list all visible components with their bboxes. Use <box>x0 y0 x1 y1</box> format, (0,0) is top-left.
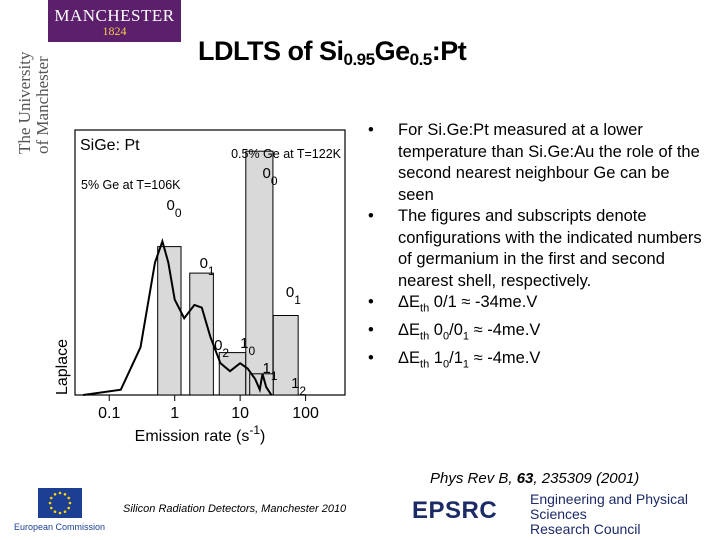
peak-label-main: 1 <box>291 375 299 392</box>
epsrc-line2: Research Council <box>530 521 641 537</box>
x-tick-label: 1 <box>170 405 179 422</box>
bullet-sub: th <box>420 330 430 343</box>
title-sub2: 0.5 <box>409 50 433 69</box>
y-axis-label: Laplace <box>54 339 71 395</box>
bullet-text: 1 <box>429 348 443 367</box>
bullet-sub: 0 <box>442 357 450 370</box>
x-tick-label: 0.1 <box>98 405 120 422</box>
peak-label-sub: 1 <box>208 264 215 278</box>
bullet-text: 0/1 ≈ -34me.V <box>429 293 538 311</box>
peak-label-main: 0 <box>200 255 208 272</box>
bullet-text: The figures and subscripts denote config… <box>398 207 702 290</box>
bullet-item: • For Si.Ge:Pt measured at a lower temper… <box>368 120 708 206</box>
ref-pre: Phys Rev B, <box>430 470 517 487</box>
bullet-item: • The figures and subscripts denote confi… <box>368 206 708 292</box>
peak-label-sub: 2 <box>222 346 229 360</box>
peak-label: 01 <box>200 255 215 278</box>
peak-label-main: 0 <box>214 337 222 354</box>
histogram-bar <box>157 246 182 396</box>
x-axis-label-text: Emission rate (s <box>135 428 250 445</box>
peak-label: 00 <box>167 197 182 220</box>
footer-text: Silicon Radiation Detectors, Manchester … <box>123 503 347 515</box>
peak-label-main: 1 <box>240 335 248 352</box>
bullet-sub: th <box>420 302 430 315</box>
delta-symbol: ΔE <box>398 293 421 311</box>
peak-label-main: 0 <box>167 197 175 214</box>
histogram-bar <box>245 150 274 396</box>
bullet-item: • ΔEth 00/01 ≈ -4me.V <box>368 320 708 348</box>
annotation-05pct: 0.5% Ge at T=122K <box>231 147 342 161</box>
histogram-bar <box>272 315 299 396</box>
chart-title: SiGe: Pt <box>80 137 140 154</box>
peak-label-sub: 1 <box>271 369 278 383</box>
peak-label: 12 <box>291 375 306 398</box>
peak-label-sub: 0 <box>175 206 182 220</box>
bullet-sub: 1 <box>462 330 469 343</box>
eu-label: European Commission <box>14 522 106 532</box>
delta-symbol: ΔE <box>398 348 421 367</box>
title-sub1: 0.95 <box>343 50 375 69</box>
peak-label-main: 0 <box>286 284 294 301</box>
peak-label-sub: 2 <box>299 384 306 398</box>
bullet-sub: th <box>420 357 430 370</box>
annotation-5pct: 5% Ge at T=106K <box>81 178 181 192</box>
slide-title: LDLTS of Si0.95Ge0.5:Pt <box>198 36 467 70</box>
peak-label-sub: 0 <box>271 174 278 188</box>
bullet-dot: • <box>368 207 374 225</box>
bullet-sub: 1 <box>462 357 469 370</box>
x-tick-label: 100 <box>292 405 319 422</box>
bullet-sub: 0 <box>442 330 450 343</box>
title-prefix: LDLTS of Si <box>198 36 344 66</box>
bullet-text: ≈ -4me.V <box>469 348 541 367</box>
ref-post: , 235309 (2001) <box>533 470 640 487</box>
bullet-dot: • <box>368 121 374 139</box>
peak-label: 02 <box>214 337 229 360</box>
x-tick-label: 10 <box>231 405 249 422</box>
peak-label-sub: 0 <box>248 344 255 358</box>
bullet-text: ≈ -4me.V <box>469 320 541 339</box>
university-logo: MANCHESTER 1824 <box>48 0 181 42</box>
x-axis-label-end: ) <box>260 428 265 445</box>
bullet-dot: • <box>368 320 374 339</box>
x-axis-label: Emission rate (s-1) <box>135 423 266 445</box>
eu-flag-icon <box>38 488 82 518</box>
ref-volume: 63 <box>516 470 534 487</box>
bullet-dot: • <box>368 293 374 311</box>
bullet-text: For Si.Ge:Pt measured at a lower tempera… <box>398 121 700 204</box>
peak-label-main: 1 <box>263 360 271 377</box>
histogram-bar <box>189 272 214 396</box>
bullet-list: • For Si.Ge:Pt measured at a lower temper… <box>368 120 708 375</box>
peak-label: 10 <box>240 335 255 358</box>
logo-name: MANCHESTER <box>54 6 175 25</box>
epsrc-logo: EPSRC <box>412 497 498 524</box>
epsrc-description: Engineering and Physical Sciences Resear… <box>530 492 720 537</box>
peak-label: 01 <box>286 284 301 307</box>
peak-label-sub: 1 <box>294 293 301 307</box>
spectrum-line <box>83 237 273 396</box>
peak-label: 11 <box>263 360 278 383</box>
bullet-text: /0 <box>449 320 463 339</box>
delta-symbol: ΔE <box>398 320 421 339</box>
peak-label-main: 0 <box>263 165 271 182</box>
title-suffix: :Pt <box>431 36 467 66</box>
logo-year: 1824 <box>102 24 127 38</box>
bullet-item: • ΔEth 0/1 ≈ -34me.V <box>368 292 708 320</box>
bullet-dot: • <box>368 348 374 367</box>
bullet-text: /1 <box>449 348 463 367</box>
bullet-item: • ΔEth 10/11 ≈ -4me.V <box>368 348 708 376</box>
x-axis-label-sup: -1 <box>249 423 260 437</box>
title-mid: Ge <box>374 36 411 66</box>
peak-label: 00 <box>263 165 278 188</box>
epsrc-line1: Engineering and Physical Sciences <box>530 491 688 522</box>
bullet-text: 0 <box>429 320 443 339</box>
reference-citation: Phys Rev B, 63, 235309 (2001) <box>430 470 639 487</box>
